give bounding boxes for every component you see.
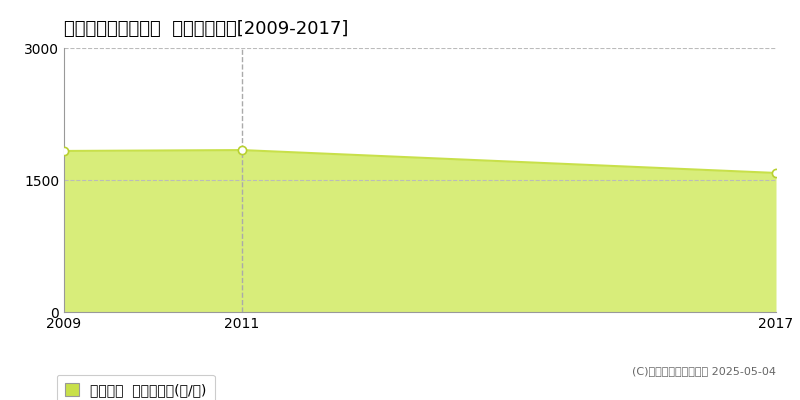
Point [235,147,248,153]
Text: (C)土地価格ドットコム 2025-05-04: (C)土地価格ドットコム 2025-05-04 [632,366,776,376]
Point [58,148,70,154]
Legend: 農地価格  平均坪単価(円/坪): 農地価格 平均坪単価(円/坪) [57,375,214,400]
Point [770,170,782,176]
Text: 東田川郡庄内町福原  農地価格推移[2009-2017]: 東田川郡庄内町福原 農地価格推移[2009-2017] [64,20,348,38]
